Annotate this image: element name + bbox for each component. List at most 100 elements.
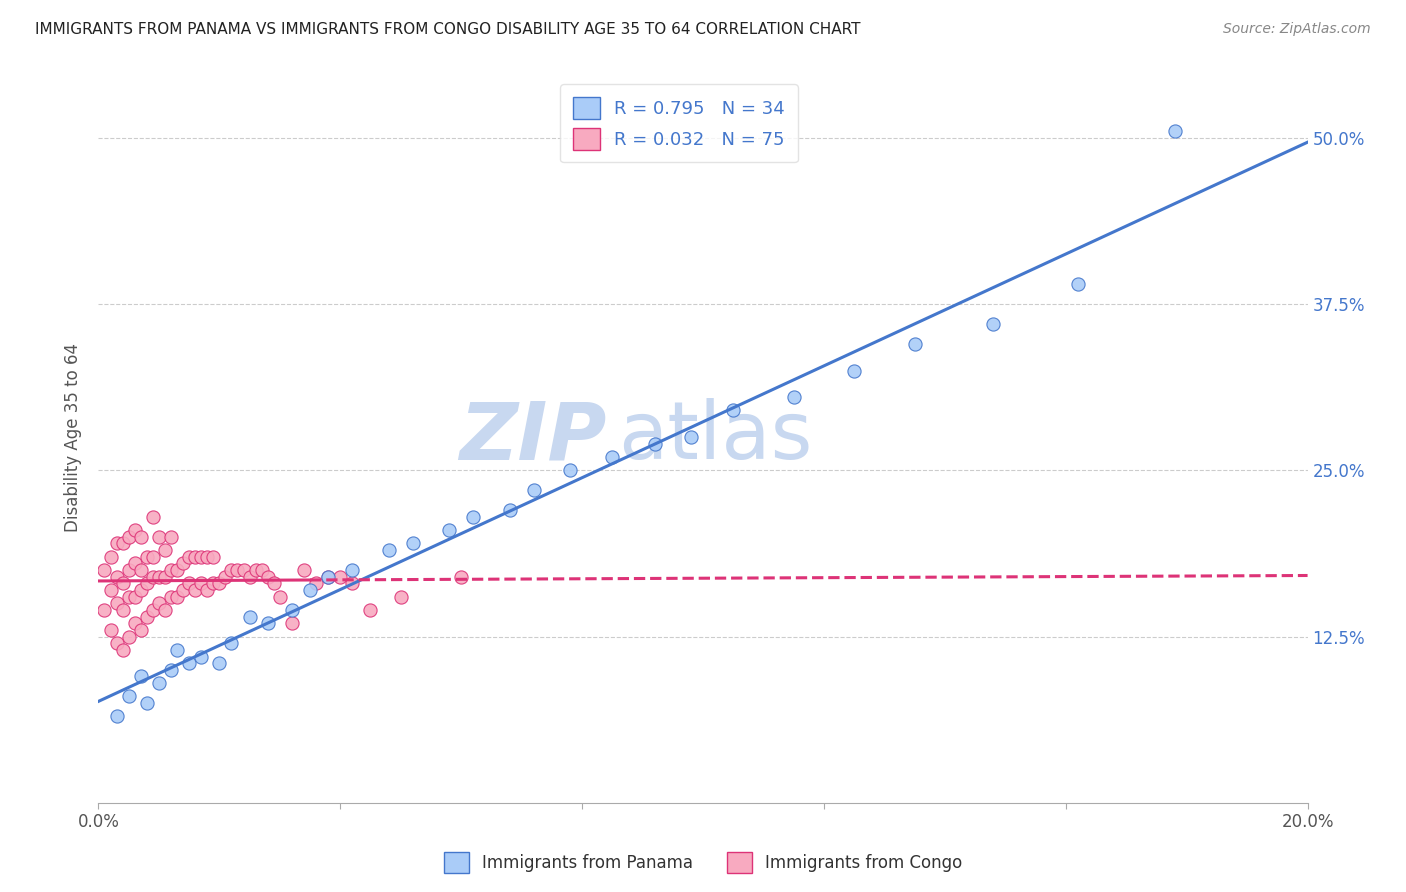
- Point: [644, 436, 666, 450]
- Point: [281, 603, 304, 617]
- Point: [437, 523, 460, 537]
- Point: [100, 623, 122, 637]
- Point: [202, 576, 225, 591]
- Point: [269, 590, 291, 604]
- Point: [111, 603, 134, 617]
- Point: [135, 609, 157, 624]
- Point: [783, 390, 806, 404]
- Point: [329, 570, 352, 584]
- Point: [184, 549, 207, 564]
- Point: [148, 596, 170, 610]
- Point: [129, 582, 152, 597]
- Point: [226, 563, 249, 577]
- Point: [281, 616, 304, 631]
- Point: [679, 430, 702, 444]
- Point: [360, 603, 382, 617]
- Point: [153, 543, 176, 558]
- Point: [160, 563, 183, 577]
- Point: [195, 549, 218, 564]
- Point: [124, 590, 146, 604]
- Point: [135, 696, 157, 710]
- Point: [118, 590, 141, 604]
- Point: [105, 709, 128, 723]
- Point: [450, 570, 472, 584]
- Point: [844, 363, 866, 377]
- Point: [402, 536, 425, 550]
- Point: [124, 616, 146, 631]
- Point: [148, 570, 170, 584]
- Point: [245, 563, 267, 577]
- Point: [342, 576, 364, 591]
- Point: [148, 676, 170, 690]
- Point: [142, 570, 165, 584]
- Point: [160, 530, 183, 544]
- Point: [723, 403, 745, 417]
- Point: [389, 590, 412, 604]
- Point: [118, 630, 141, 644]
- Point: [256, 616, 278, 631]
- Y-axis label: Disability Age 35 to 64: Disability Age 35 to 64: [65, 343, 83, 532]
- Point: [184, 582, 207, 597]
- Point: [153, 603, 176, 617]
- Point: [129, 563, 152, 577]
- Text: atlas: atlas: [619, 398, 813, 476]
- Text: ZIP: ZIP: [458, 398, 606, 476]
- Point: [166, 590, 188, 604]
- Point: [100, 549, 122, 564]
- Point: [214, 570, 236, 584]
- Point: [129, 530, 152, 544]
- Text: Source: ZipAtlas.com: Source: ZipAtlas.com: [1223, 22, 1371, 37]
- Point: [118, 530, 141, 544]
- Point: [602, 450, 624, 464]
- Point: [135, 576, 157, 591]
- Point: [105, 570, 128, 584]
- Text: IMMIGRANTS FROM PANAMA VS IMMIGRANTS FROM CONGO DISABILITY AGE 35 TO 64 CORRELAT: IMMIGRANTS FROM PANAMA VS IMMIGRANTS FRO…: [35, 22, 860, 37]
- Point: [105, 636, 128, 650]
- Point: [523, 483, 546, 498]
- Point: [172, 582, 194, 597]
- Point: [105, 536, 128, 550]
- Point: [904, 337, 927, 351]
- Point: [124, 523, 146, 537]
- Point: [981, 317, 1004, 331]
- Point: [124, 557, 146, 571]
- Point: [160, 590, 183, 604]
- Point: [105, 596, 128, 610]
- Point: [190, 576, 212, 591]
- Point: [202, 549, 225, 564]
- Point: [190, 649, 212, 664]
- Point: [299, 582, 322, 597]
- Point: [142, 509, 165, 524]
- Point: [305, 576, 328, 591]
- Point: [93, 563, 115, 577]
- Point: [142, 603, 165, 617]
- Point: [93, 603, 115, 617]
- Point: [179, 549, 201, 564]
- Point: [221, 636, 243, 650]
- Point: [153, 570, 176, 584]
- Point: [1067, 277, 1090, 292]
- Point: [239, 570, 262, 584]
- Point: [142, 549, 165, 564]
- Point: [292, 563, 315, 577]
- Point: [1163, 124, 1185, 138]
- Point: [239, 609, 262, 624]
- Point: [250, 563, 273, 577]
- Point: [172, 557, 194, 571]
- Point: [463, 509, 485, 524]
- Point: [256, 570, 278, 584]
- Point: [232, 563, 254, 577]
- Point: [208, 576, 231, 591]
- Point: [129, 669, 152, 683]
- Point: [111, 536, 134, 550]
- Point: [498, 503, 520, 517]
- Point: [166, 563, 188, 577]
- Legend: Immigrants from Panama, Immigrants from Congo: Immigrants from Panama, Immigrants from …: [437, 846, 969, 880]
- Point: [221, 563, 243, 577]
- Point: [558, 463, 581, 477]
- Point: [135, 549, 157, 564]
- Point: [111, 643, 134, 657]
- Point: [166, 643, 188, 657]
- Point: [118, 563, 141, 577]
- Point: [118, 690, 141, 704]
